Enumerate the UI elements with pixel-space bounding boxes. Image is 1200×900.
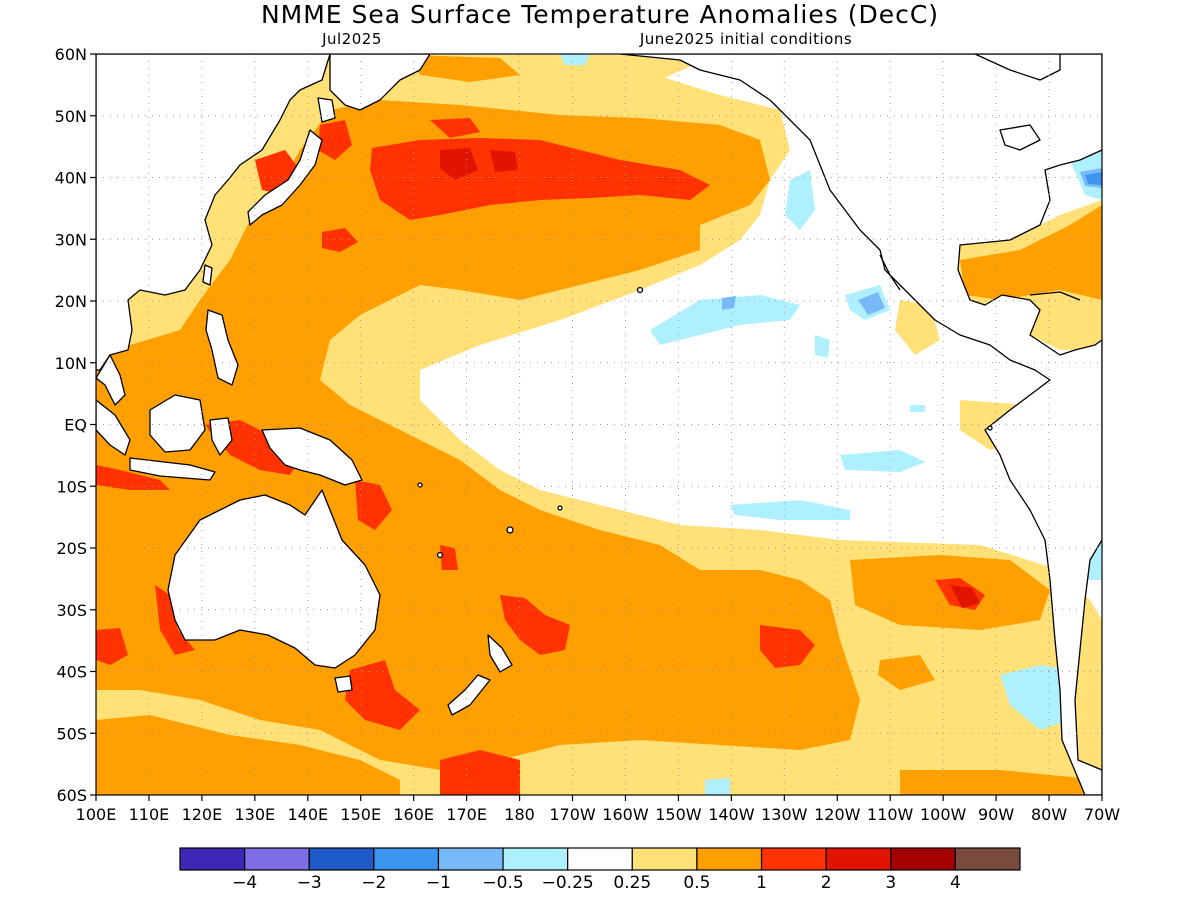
lat-tick-label: 50N (55, 107, 87, 126)
anomaly-layer-2-3 (440, 148, 980, 608)
lon-tick-label: 70W (1084, 805, 1120, 824)
lat-tick-label: EQ (64, 416, 87, 435)
colorbar-bin (760, 847, 827, 871)
lat-tick-label: 60N (55, 45, 87, 64)
lon-tick-label: 100W (920, 805, 967, 824)
colorbar-tick-label: 4 (950, 873, 961, 893)
lat-tick-label: 10N (55, 354, 87, 373)
lon-tick-label: 150W (655, 805, 702, 824)
lat-tick-label: 30N (55, 230, 87, 249)
colorbar-tick-label: −0.5 (482, 873, 523, 893)
lon-tick-label: 170E (446, 805, 487, 824)
lon-tick-label: 100E (76, 805, 117, 824)
lon-tick-label: 130E (235, 805, 276, 824)
colorbar-tick-label: 1 (756, 873, 767, 893)
colorbar-bin (890, 847, 956, 871)
colorbar-tick-label: −2 (361, 873, 386, 893)
lon-tick-label: 160E (393, 805, 434, 824)
lon-tick-label: 180 (504, 805, 535, 824)
colorbar-bin (696, 847, 763, 871)
lon-tick-label: 120E (182, 805, 223, 824)
colorbar-tick-label: −1 (426, 873, 451, 893)
colorbar-bin (954, 847, 1021, 871)
colorbar-tick-label: −0.25 (542, 873, 594, 893)
colorbar-tick-label: −3 (297, 873, 322, 893)
latitude-axis: 60N 50N 40N 30N 20N 10N EQ 10S 20S 30S 40S 50S 60S (55, 45, 96, 805)
lat-tick-label: 10S (56, 477, 87, 496)
lon-tick-label: 110W (867, 805, 914, 824)
lon-tick-label: 140W (708, 805, 755, 824)
colorbar-bin (437, 847, 504, 871)
colorbar-bin (308, 847, 375, 871)
lon-tick-label: 140E (287, 805, 328, 824)
longitude-axis: 100E 110E 120E 130E 140E 150E 160E 170E 180 170W 1… (76, 795, 1120, 824)
colorbar-bin (631, 847, 698, 871)
lon-tick-label: 130W (761, 805, 808, 824)
lon-tick-label: 160W (602, 805, 649, 824)
colorbar-tick-label: 3 (885, 873, 896, 893)
lon-tick-label: 150E (340, 805, 381, 824)
colorbar-tick-label: 0.25 (613, 873, 651, 893)
colorbar-bin (502, 847, 569, 871)
map-plot-area (96, 54, 1102, 795)
colorbar-bin (567, 847, 633, 871)
lon-tick-label: 80W (1031, 805, 1067, 824)
lat-tick-label: 60S (56, 786, 87, 805)
lon-tick-label: 90W (978, 805, 1014, 824)
lon-tick-label: 170W (549, 805, 596, 824)
colorbar-bin (244, 847, 310, 871)
colorbar-bin (825, 847, 892, 871)
coastlines (96, 54, 1102, 795)
initial-conditions-label: June2025 initial conditions (639, 30, 852, 48)
colorbar-tick-label: 2 (821, 873, 832, 893)
colorbar-bin (179, 847, 246, 871)
colorbar (179, 847, 1021, 871)
colorbar-tick-label: 0.5 (683, 873, 710, 893)
colorbar-tick-label: −4 (232, 873, 257, 893)
colorbar-labels: −4 −3 −2 −1 −0.5 −0.25 0.25 0.5 1 2 3 4 (232, 873, 961, 893)
figure-title: NMME Sea Surface Temperature Anomalies (… (261, 0, 939, 29)
anomaly-layer-neg1-neg2 (1085, 172, 1102, 185)
lat-tick-label: 40S (56, 663, 87, 682)
lat-tick-label: 30S (56, 601, 87, 620)
valid-month-label: Jul2025 (321, 30, 382, 48)
lat-tick-label: 20N (55, 292, 87, 311)
lat-tick-label: 50S (56, 724, 87, 743)
lon-tick-label: 110E (129, 805, 170, 824)
lon-tick-label: 120W (814, 805, 861, 824)
lat-tick-label: 20S (56, 539, 87, 558)
lat-tick-label: 40N (55, 169, 87, 188)
colorbar-bin (373, 847, 440, 871)
